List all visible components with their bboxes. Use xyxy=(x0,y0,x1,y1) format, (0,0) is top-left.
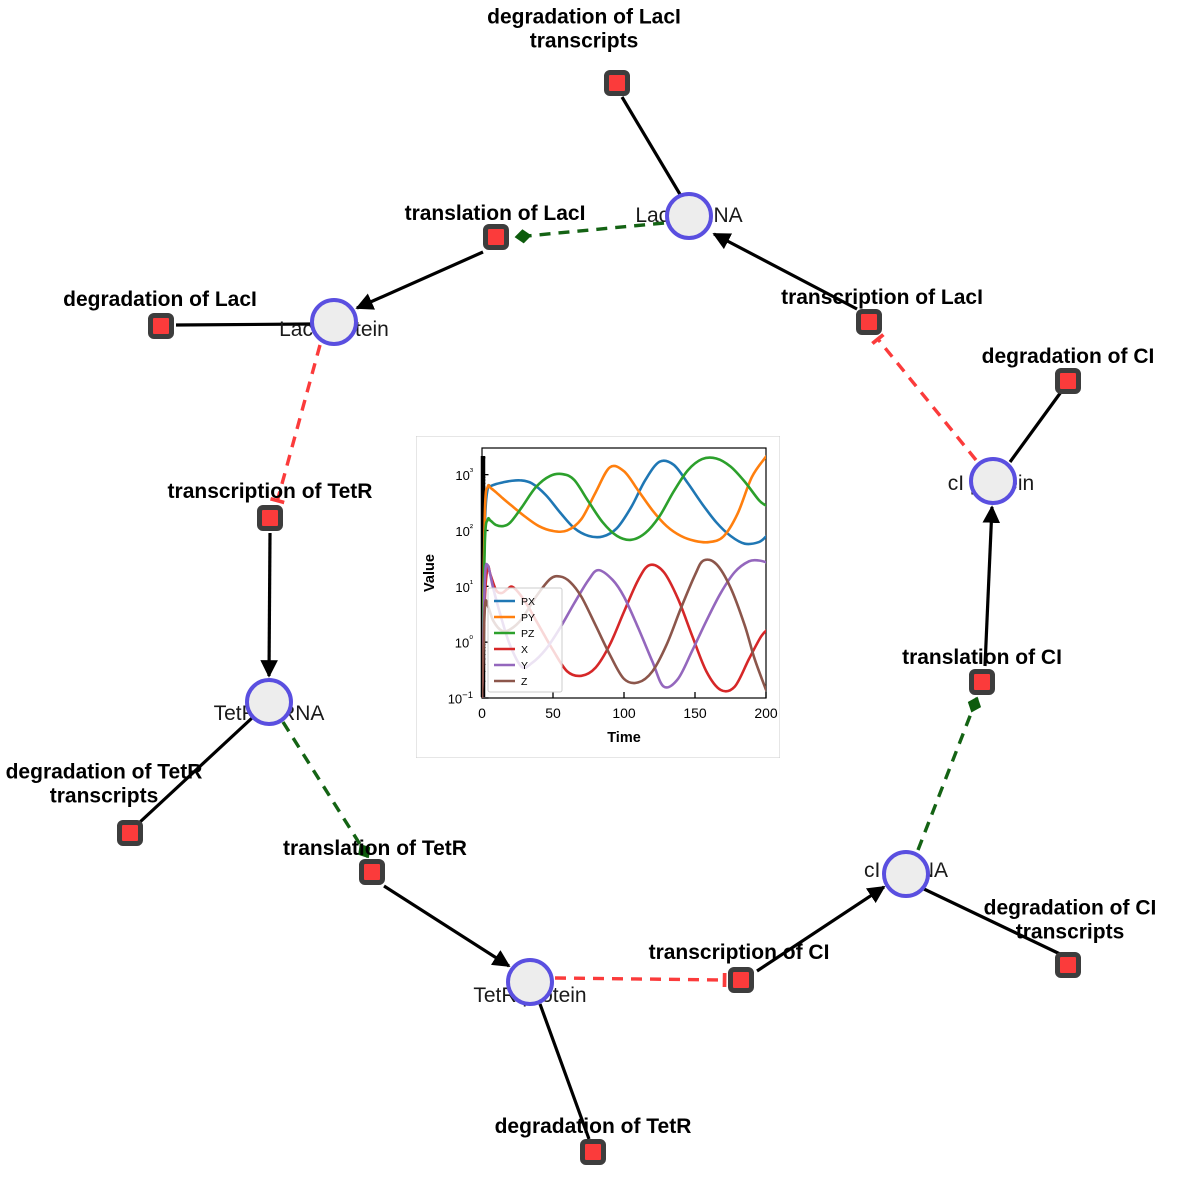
reaction-label-transcription_laci: transcription of LacI xyxy=(781,286,983,310)
edge-product xyxy=(355,250,484,310)
legend-label-Y: Y xyxy=(521,660,528,672)
reaction-label-deg_ci: degradation of CI xyxy=(981,345,1155,369)
species-node-tetr_mrna[interactable] xyxy=(245,678,293,726)
series-line-PZ xyxy=(482,456,766,683)
species-node-laci_mrna[interactable] xyxy=(665,192,713,240)
x-tick-label: 0 xyxy=(478,705,486,721)
edge-product xyxy=(982,505,1001,667)
legend-label-X: X xyxy=(521,644,528,656)
edge-product xyxy=(260,532,278,678)
reaction-label-transcription_tetr: transcription of TetR xyxy=(167,480,373,504)
legend-label-Z: Z xyxy=(521,676,528,688)
species-node-laci_protein[interactable] xyxy=(310,298,358,346)
series-line-PX xyxy=(482,459,766,683)
reaction-node-deg_ci[interactable] xyxy=(1055,368,1081,394)
y-tick-label: 10⁰ xyxy=(455,634,473,651)
reaction-node-deg_tetr[interactable] xyxy=(580,1139,606,1165)
reaction-label-transcription_ci: transcription of CI xyxy=(648,941,830,965)
edge-inhibition xyxy=(554,972,727,988)
reaction-label-deg_laci: degradation of LacI xyxy=(63,288,257,312)
edge-substrate xyxy=(1008,391,1063,463)
y-tick-label: 10² xyxy=(455,522,473,539)
reaction-node-translation_tetr[interactable] xyxy=(359,859,385,885)
reaction-label-translation_laci: translation of LacI xyxy=(404,202,586,226)
edge-substrate xyxy=(620,96,683,197)
reaction-label-deg_tetr: degradation of TetR xyxy=(494,1115,692,1139)
species-node-ci_mrna[interactable] xyxy=(882,850,930,898)
reaction-node-deg_tetr_transcripts[interactable] xyxy=(117,820,143,846)
reaction-node-translation_ci[interactable] xyxy=(969,669,995,695)
x-tick-label: 200 xyxy=(754,705,778,721)
edge-inhibition xyxy=(871,333,978,462)
legend-label-PY: PY xyxy=(521,612,535,624)
reaction-label-deg_laci_transcripts: degradation of LacI transcripts xyxy=(487,5,681,52)
y-axis-label: Value xyxy=(422,554,438,592)
edge-inhibition xyxy=(270,344,322,505)
species-node-ci_protein[interactable] xyxy=(969,457,1017,505)
reaction-node-transcription_laci[interactable] xyxy=(856,309,882,335)
x-tick-label: 100 xyxy=(612,705,636,721)
reaction-node-deg_laci_transcripts[interactable] xyxy=(604,70,630,96)
edge-product xyxy=(712,232,858,311)
reaction-node-translation_laci[interactable] xyxy=(483,224,509,250)
x-axis-label: Time xyxy=(607,730,641,746)
reaction-node-deg_ci_transcripts[interactable] xyxy=(1055,952,1081,978)
y-tick-label: 10³ xyxy=(455,467,473,484)
edge-substrate xyxy=(538,1003,591,1140)
edge-substrate xyxy=(175,322,312,327)
species-node-tetr_protein[interactable] xyxy=(506,958,554,1006)
edge-product xyxy=(383,884,511,968)
reaction-node-deg_laci[interactable] xyxy=(148,313,174,339)
reaction-node-transcription_tetr[interactable] xyxy=(257,505,283,531)
edge-catalysis xyxy=(281,721,371,859)
series-line-PY xyxy=(482,455,766,683)
legend-label-PX: PX xyxy=(521,596,535,608)
edge-catalysis xyxy=(514,221,665,244)
reaction-label-translation_ci: translation of CI xyxy=(902,646,1062,670)
legend-label-PZ: PZ xyxy=(521,628,535,640)
y-tick-label: 10¹ xyxy=(455,578,473,595)
timecourse-plot-inset: 10−1 10⁰ 10¹ 10² 10³ 0 50 100 150 200 Time Value PX P… xyxy=(416,436,780,758)
reaction-node-transcription_ci[interactable] xyxy=(728,967,754,993)
edge-product xyxy=(756,885,886,973)
edge-substrate xyxy=(138,716,254,824)
edge-catalysis xyxy=(916,696,982,851)
reaction-label-deg_tetr_transcripts: degradation of TetR transcripts xyxy=(5,760,203,807)
x-tick-label: 150 xyxy=(683,705,707,721)
reaction-label-deg_ci_transcripts: degradation of CI transcripts xyxy=(983,896,1157,943)
edge-substrate xyxy=(923,887,1061,956)
reaction-label-translation_tetr: translation of TetR xyxy=(283,837,467,861)
x-tick-label: 50 xyxy=(545,705,561,721)
